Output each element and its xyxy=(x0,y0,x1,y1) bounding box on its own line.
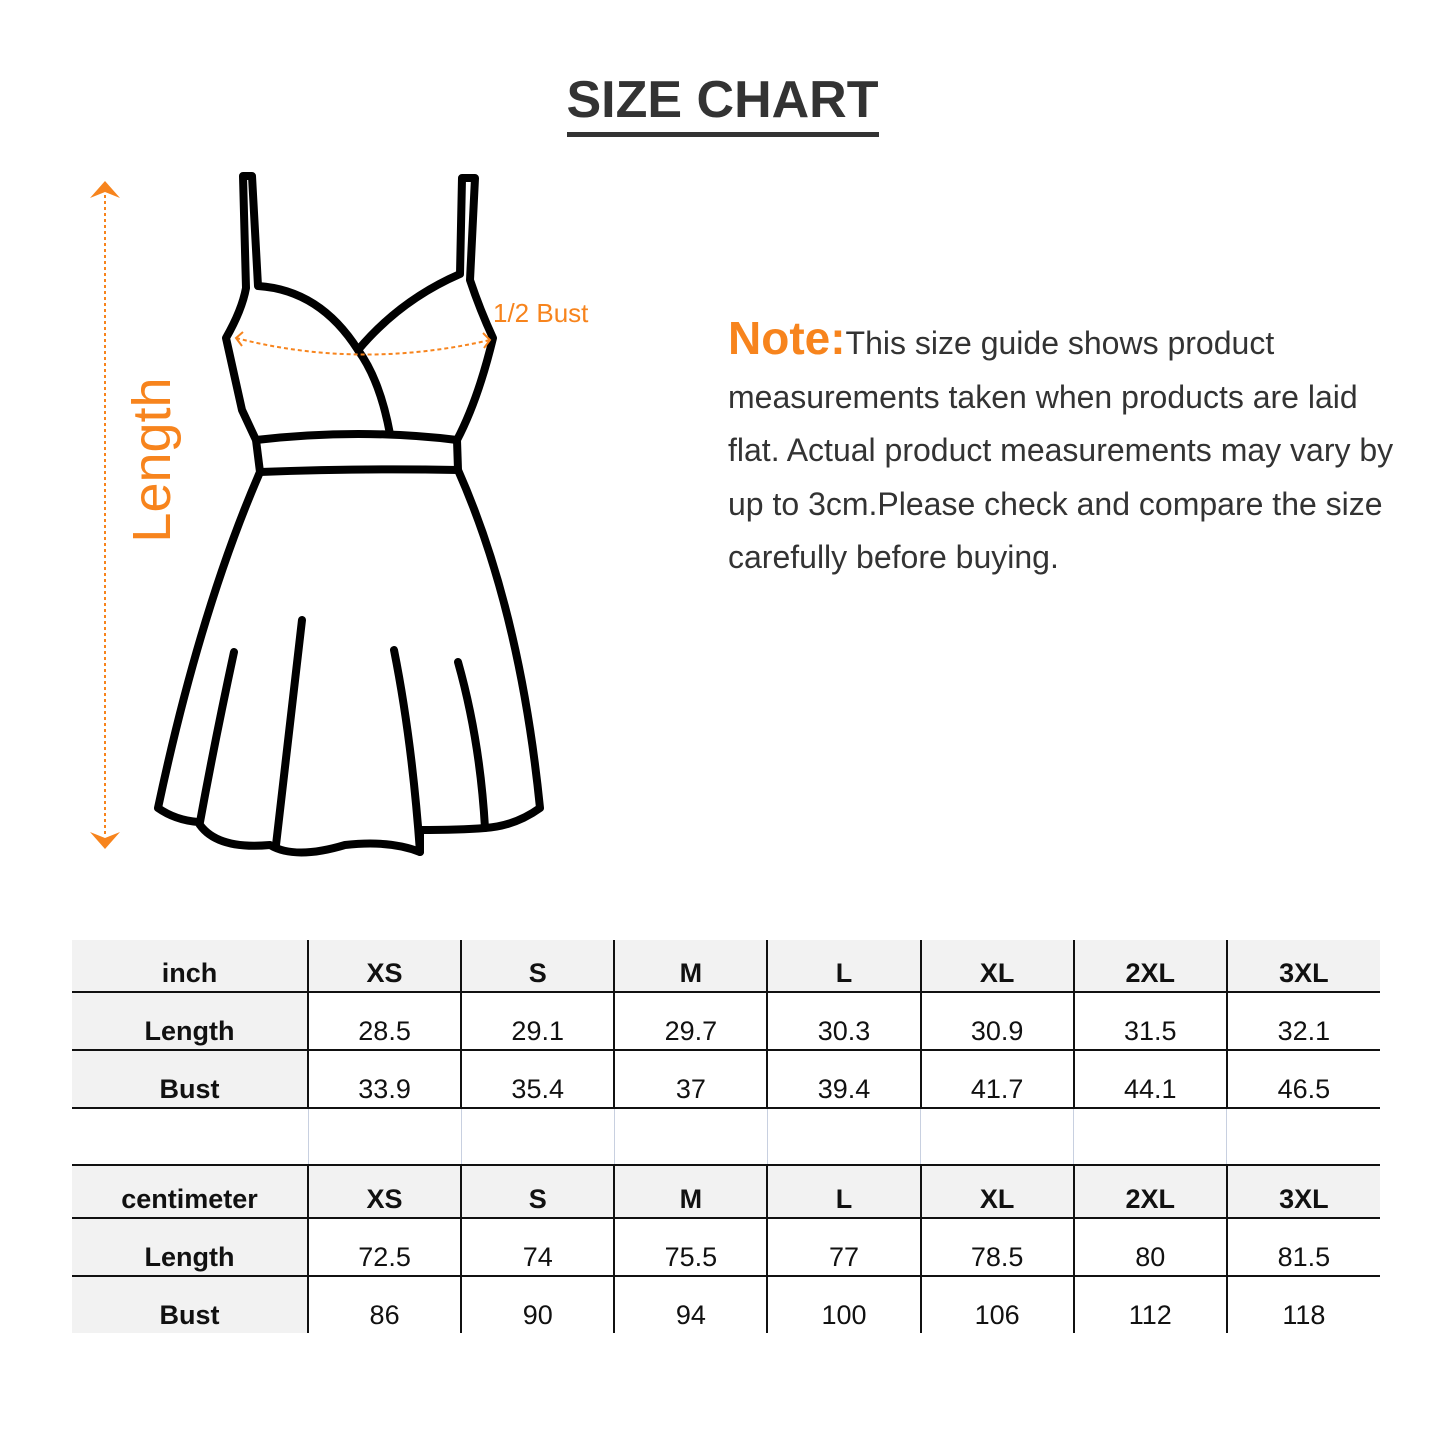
value-cell: 75.5 xyxy=(613,1218,768,1277)
value-cell: 80 xyxy=(1072,1218,1227,1277)
row-label: Length xyxy=(72,1218,308,1277)
value-cell: 30.9 xyxy=(919,992,1074,1051)
empty-cell xyxy=(613,1108,768,1166)
value-cell: 74 xyxy=(460,1218,615,1277)
empty-cell xyxy=(1073,1108,1227,1166)
size-header: S xyxy=(460,1165,615,1219)
value-cell: 44.1 xyxy=(1072,1050,1227,1109)
empty-cell xyxy=(460,1108,615,1166)
size-header: 2XL xyxy=(1072,940,1227,993)
size-header: 2XL xyxy=(1072,1165,1227,1219)
value-cell: 31.5 xyxy=(1072,992,1227,1051)
dress-diagram xyxy=(90,172,544,857)
length-label: Length xyxy=(122,377,182,543)
unit-header: inch xyxy=(72,940,308,993)
size-header: 3XL xyxy=(1225,940,1380,993)
value-cell: 118 xyxy=(1225,1276,1380,1333)
size-chart-title: SIZE CHART xyxy=(0,70,1445,137)
value-cell: 106 xyxy=(919,1276,1074,1333)
value-cell: 112 xyxy=(1072,1276,1227,1333)
value-cell: 78.5 xyxy=(919,1218,1074,1277)
length-arrow xyxy=(90,181,120,849)
size-header: XS xyxy=(306,940,462,993)
note: Note:This size guide shows product measu… xyxy=(728,312,1418,585)
unit-header: centimeter xyxy=(72,1165,308,1219)
value-cell: 41.7 xyxy=(919,1050,1074,1109)
table-row: Bust 33.9 35.4 37 39.4 41.7 44.1 46.5 xyxy=(72,1050,1380,1109)
value-cell: 32.1 xyxy=(1225,992,1380,1051)
table-row: Length 72.5 74 75.5 77 78.5 80 81.5 xyxy=(72,1218,1380,1277)
size-header: XL xyxy=(919,940,1074,993)
size-header: XS xyxy=(306,1165,462,1219)
note-text: This size guide shows product measuremen… xyxy=(728,325,1394,575)
row-label: Length xyxy=(72,992,308,1051)
value-cell: 46.5 xyxy=(1225,1050,1380,1109)
size-table: inch XS S M L XL 2XL 3XL Length 28.5 29.1 29.7 30.3 3… xyxy=(72,940,1380,1333)
value-cell: 37 xyxy=(613,1050,768,1109)
empty-cell xyxy=(766,1108,921,1166)
size-header: M xyxy=(613,1165,768,1219)
size-header: L xyxy=(766,940,921,993)
value-cell: 94 xyxy=(613,1276,768,1333)
table-row: Length 28.5 29.1 29.7 30.3 30.9 31.5 32.1 xyxy=(72,992,1380,1051)
title-text: SIZE CHART xyxy=(566,70,879,137)
value-cell: 29.7 xyxy=(613,992,768,1051)
value-cell: 39.4 xyxy=(766,1050,921,1109)
row-label: Bust xyxy=(72,1050,308,1109)
value-cell: 86 xyxy=(306,1276,462,1333)
size-header: M xyxy=(613,940,768,993)
empty-cell xyxy=(1226,1108,1380,1166)
dress-outline-icon xyxy=(154,172,544,857)
size-header: L xyxy=(766,1165,921,1219)
bust-label: 1/2 Bust xyxy=(493,298,589,328)
value-cell: 28.5 xyxy=(306,992,462,1051)
value-cell: 90 xyxy=(460,1276,615,1333)
value-cell: 30.3 xyxy=(766,992,921,1051)
table-header-row: centimeter XS S M L XL 2XL 3XL xyxy=(72,1165,1380,1219)
value-cell: 33.9 xyxy=(306,1050,462,1109)
value-cell: 81.5 xyxy=(1225,1218,1380,1277)
value-cell: 77 xyxy=(766,1218,921,1277)
empty-cell xyxy=(72,1108,308,1166)
empty-cell xyxy=(920,1108,1074,1166)
table-row: Bust 86 90 94 100 106 112 118 xyxy=(72,1276,1380,1333)
row-label: Bust xyxy=(72,1276,308,1333)
value-cell: 29.1 xyxy=(460,992,615,1051)
size-header: XL xyxy=(919,1165,1074,1219)
size-header: 3XL xyxy=(1225,1165,1380,1219)
table-header-row: inch XS S M L XL 2XL 3XL xyxy=(72,940,1380,993)
separator-row xyxy=(72,1108,1380,1166)
value-cell: 72.5 xyxy=(306,1218,462,1277)
value-cell: 100 xyxy=(766,1276,921,1333)
bust-arrow xyxy=(234,331,492,356)
note-label: Note: xyxy=(728,312,846,364)
size-header: S xyxy=(460,940,615,993)
value-cell: 35.4 xyxy=(460,1050,615,1109)
empty-cell xyxy=(307,1108,462,1166)
